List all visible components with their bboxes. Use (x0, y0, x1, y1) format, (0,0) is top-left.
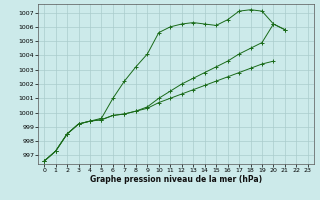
X-axis label: Graphe pression niveau de la mer (hPa): Graphe pression niveau de la mer (hPa) (90, 175, 262, 184)
